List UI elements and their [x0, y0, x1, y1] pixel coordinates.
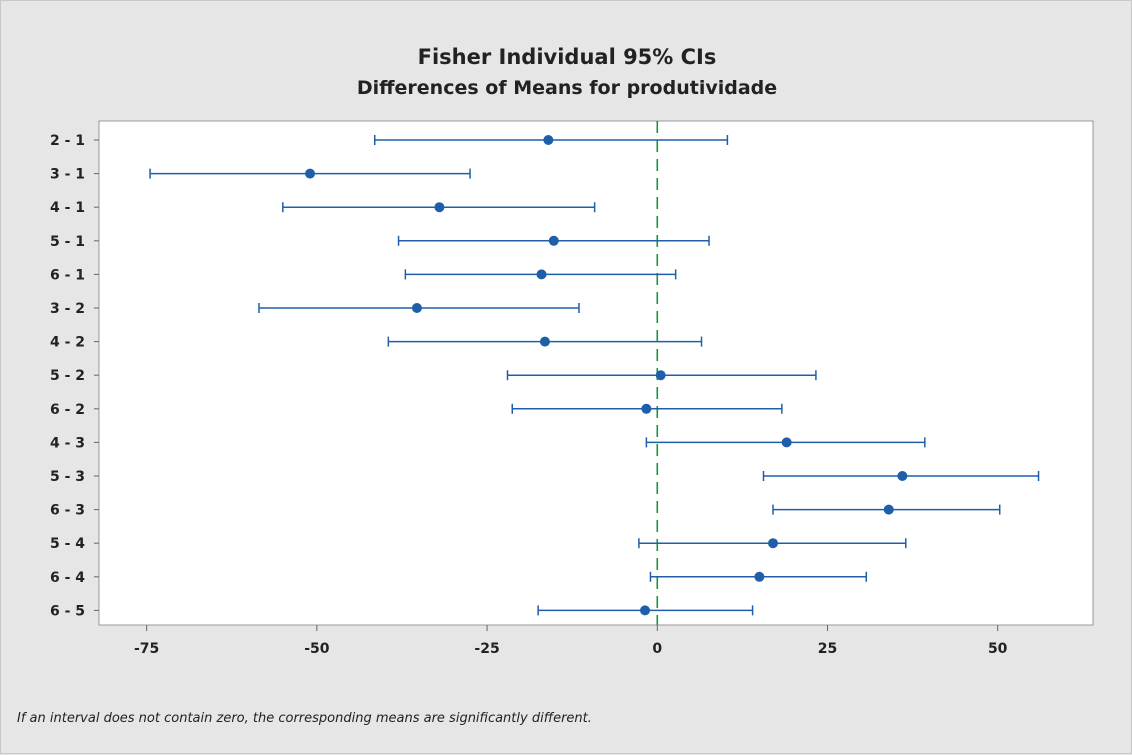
interval-estimate-point	[641, 403, 652, 414]
interval-15	[537, 605, 754, 616]
interval-estimate-point	[754, 571, 765, 582]
y-tick-label: 6 - 1	[50, 267, 85, 283]
footnote: If an interval does not contain zero, th…	[17, 711, 592, 726]
interval-12	[772, 504, 1001, 515]
interval-6	[258, 303, 580, 313]
interval-estimate-point	[539, 336, 550, 347]
interval-estimate-point	[781, 437, 792, 448]
y-tick-label: 6 - 3	[50, 503, 85, 519]
interval-14	[649, 571, 868, 582]
y-tick-label: 6 - 4	[50, 570, 85, 586]
interval-4	[397, 235, 710, 246]
x-tick-label: 0	[652, 641, 662, 657]
interval-estimate-point	[543, 135, 554, 145]
x-tick-label: 25	[818, 641, 837, 657]
interval-layer	[149, 135, 1040, 616]
x-tick-label: -50	[304, 641, 330, 657]
interval-8	[506, 370, 817, 381]
y-tick-label: 5 - 2	[50, 368, 85, 384]
interval-estimate-point	[897, 471, 908, 481]
y-tick-label: 6 - 5	[50, 603, 85, 619]
interval-13	[638, 538, 907, 549]
interval-1	[373, 135, 729, 145]
interval-estimate-point	[768, 538, 779, 549]
interval-estimate-point	[548, 235, 559, 246]
x-tick-label: -25	[474, 641, 499, 657]
interval-5	[404, 269, 677, 280]
interval-estimate-point	[411, 303, 422, 313]
interval-7	[387, 336, 703, 347]
y-tick-label: 6 - 2	[50, 402, 85, 418]
interval-estimate-point	[883, 504, 894, 515]
x-tick-label: 50	[988, 641, 1008, 657]
interval-estimate-point	[640, 605, 651, 616]
interval-11	[762, 471, 1040, 481]
interval-2	[149, 168, 471, 179]
chart-subtitle: Differences of Means for produtividade	[356, 77, 778, 99]
interval-estimate-point	[305, 168, 316, 179]
y-tick-label: 4 - 2	[50, 335, 85, 351]
x-axis: -75 -50 -25 0 25 50	[134, 625, 1008, 657]
y-tick-label: 4 - 1	[50, 200, 85, 216]
y-tick-labels: 2 - 1 3 - 1 4 - 1 5 - 1 6 - 1 3 - 2 4 - 2 5 - 2…	[50, 133, 99, 619]
interval-estimate-point	[655, 370, 666, 381]
interval-estimate-point	[536, 269, 547, 280]
interval-9	[511, 403, 783, 414]
y-tick-label: 5 - 1	[50, 234, 85, 250]
interval-estimate-point	[434, 202, 445, 213]
y-tick-label: 2 - 1	[50, 133, 85, 149]
y-tick-label: 3 - 2	[50, 301, 85, 317]
x-tick-label: -75	[134, 641, 159, 657]
y-tick-label: 4 - 3	[50, 435, 85, 451]
y-tick-label: 3 - 1	[50, 167, 85, 183]
interval-3	[282, 202, 596, 213]
y-tick-label: 5 - 3	[50, 469, 85, 485]
chart-title: Fisher Individual 95% CIs	[417, 45, 717, 69]
y-tick-label: 5 - 4	[50, 536, 85, 552]
interval-10	[645, 437, 926, 448]
plot-area	[98, 120, 1094, 626]
